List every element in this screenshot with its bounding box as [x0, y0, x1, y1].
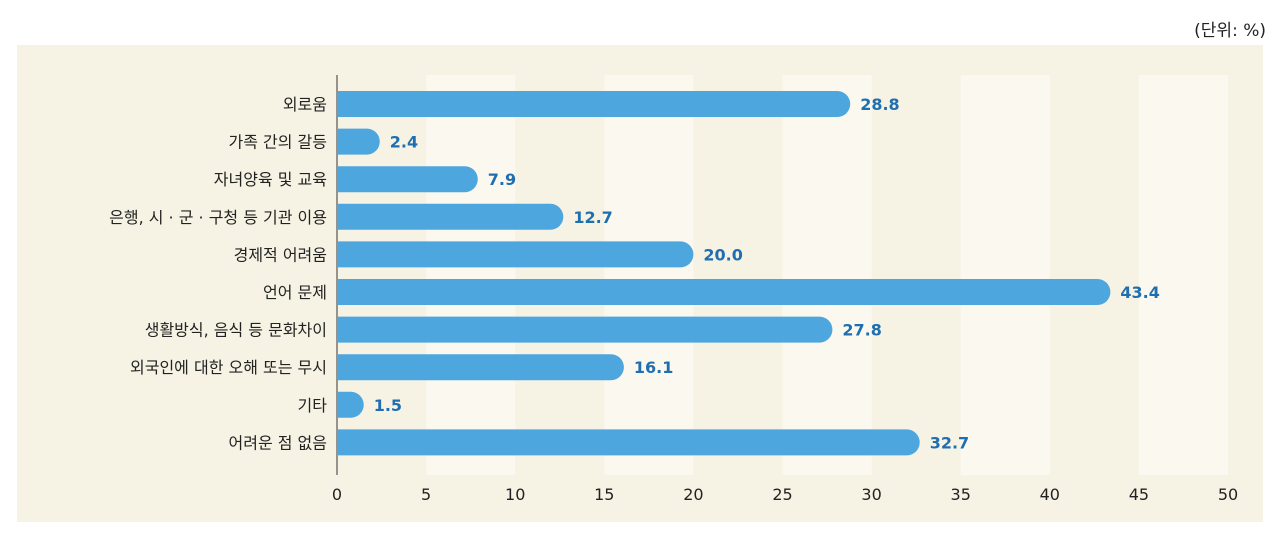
- category-label: 은행, 시 · 군 · 구청 등 기관 이용: [109, 208, 327, 227]
- category-label: 자녀양육 및 교육: [214, 170, 327, 189]
- x-tick-label: 20: [683, 485, 703, 504]
- grid-band: [426, 75, 516, 475]
- category-label: 경제적 어려움: [234, 245, 327, 264]
- bar: [337, 241, 694, 268]
- bar: [337, 391, 364, 418]
- bar: [337, 128, 380, 155]
- category-label: 언어 문제: [263, 283, 327, 302]
- x-tick-label: 35: [951, 485, 971, 504]
- value-labels: 28.8 2.4 7.9 12.7 20.0 43.4 27.8 16.1 1.5 32.7: [374, 95, 1160, 452]
- grid-bands: [426, 75, 1228, 475]
- value-label: 20.0: [703, 245, 742, 264]
- category-label: 외국인에 대한 오해 또는 무시: [130, 358, 327, 377]
- category-label: 외로움: [283, 95, 327, 114]
- grid-band: [1138, 75, 1228, 475]
- value-label: 2.4: [390, 133, 418, 152]
- bar: [337, 354, 624, 381]
- x-tick-label: 0: [332, 485, 342, 504]
- unit-label: (단위: %): [1194, 21, 1266, 41]
- x-tick-label: 25: [772, 485, 792, 504]
- value-label: 12.7: [573, 208, 612, 227]
- x-tick-label: 50: [1218, 485, 1238, 504]
- x-tick-label: 45: [1129, 485, 1149, 504]
- x-tick-label: 30: [861, 485, 881, 504]
- grid-band: [782, 75, 872, 475]
- bars: [337, 91, 1111, 456]
- value-label: 43.4: [1120, 283, 1159, 302]
- bar: [337, 316, 833, 343]
- x-tick-label: 40: [1040, 485, 1060, 504]
- category-label: 기타: [298, 396, 328, 415]
- value-label: 7.9: [488, 170, 516, 189]
- value-label: 27.8: [842, 321, 881, 340]
- bar: [337, 429, 920, 456]
- bar: [337, 203, 564, 230]
- x-tick-label: 15: [594, 485, 614, 504]
- bar: [337, 279, 1111, 305]
- bar: [337, 91, 851, 117]
- value-label: 16.1: [634, 358, 673, 377]
- grid-band: [604, 75, 694, 475]
- x-tick-label: 10: [505, 485, 525, 504]
- x-tick-labels: 0 5 10 15 20 25 30 35 40 45 50: [332, 485, 1238, 504]
- value-label: 28.8: [860, 95, 899, 114]
- value-label: 32.7: [930, 433, 969, 452]
- category-label: 어려운 점 없음: [229, 433, 328, 452]
- grid-band: [960, 75, 1050, 475]
- category-label: 생활방식, 음식 등 문화차이: [145, 321, 327, 340]
- category-label: 가족 간의 갈등: [229, 133, 328, 152]
- x-tick-label: 5: [421, 485, 431, 504]
- bar: [337, 166, 478, 193]
- value-label: 1.5: [374, 396, 402, 415]
